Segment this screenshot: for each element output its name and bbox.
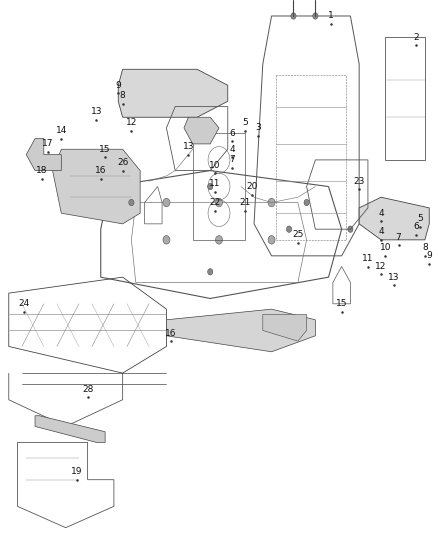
Text: 7: 7 — [396, 233, 402, 241]
Polygon shape — [35, 416, 105, 442]
Polygon shape — [184, 117, 219, 144]
Text: 15: 15 — [99, 145, 111, 154]
Text: 18: 18 — [36, 166, 47, 175]
Text: 4: 4 — [378, 209, 384, 217]
Text: 13: 13 — [91, 108, 102, 116]
Text: 1: 1 — [328, 12, 334, 20]
Text: 20: 20 — [246, 182, 258, 191]
Circle shape — [313, 13, 318, 19]
Text: 12: 12 — [126, 118, 137, 127]
Circle shape — [286, 226, 292, 232]
Text: 23: 23 — [353, 177, 365, 185]
Text: 3: 3 — [255, 124, 261, 132]
Text: 13: 13 — [389, 273, 400, 281]
Circle shape — [163, 198, 170, 207]
Circle shape — [215, 236, 223, 244]
Text: 12: 12 — [375, 262, 387, 271]
Circle shape — [129, 199, 134, 206]
Text: 28: 28 — [82, 385, 93, 393]
Text: 16: 16 — [165, 329, 177, 337]
Text: 7: 7 — [229, 156, 235, 164]
Text: 10: 10 — [209, 161, 220, 169]
Text: 25: 25 — [292, 230, 304, 239]
Polygon shape — [166, 309, 315, 352]
Circle shape — [304, 199, 309, 206]
Circle shape — [163, 236, 170, 244]
Circle shape — [208, 183, 213, 190]
Text: 24: 24 — [18, 300, 30, 308]
Circle shape — [291, 13, 296, 19]
Text: 4: 4 — [230, 145, 235, 154]
Text: 9: 9 — [115, 81, 121, 90]
Polygon shape — [118, 69, 228, 117]
Text: 21: 21 — [240, 198, 251, 207]
Text: 13: 13 — [183, 142, 194, 151]
Circle shape — [215, 198, 223, 207]
Text: 8: 8 — [120, 92, 126, 100]
Circle shape — [268, 198, 275, 207]
Text: 8: 8 — [422, 244, 428, 252]
Text: 2: 2 — [413, 33, 419, 42]
Text: 16: 16 — [95, 166, 106, 175]
Text: 26: 26 — [117, 158, 128, 167]
Text: 5: 5 — [417, 214, 424, 223]
Text: 10: 10 — [380, 244, 391, 252]
Text: 11: 11 — [362, 254, 374, 263]
Text: 17: 17 — [42, 140, 54, 148]
Polygon shape — [359, 197, 429, 240]
Polygon shape — [53, 149, 140, 224]
Text: 19: 19 — [71, 467, 82, 476]
Polygon shape — [26, 139, 61, 171]
Text: 15: 15 — [336, 300, 347, 308]
Circle shape — [208, 269, 213, 275]
Polygon shape — [263, 314, 307, 341]
Text: 5: 5 — [242, 118, 248, 127]
Text: 6: 6 — [413, 222, 419, 231]
Text: 9: 9 — [426, 252, 432, 260]
Text: 22: 22 — [209, 198, 220, 207]
Text: 6: 6 — [229, 129, 235, 138]
Text: 4: 4 — [378, 228, 384, 236]
Circle shape — [348, 226, 353, 232]
Text: 14: 14 — [56, 126, 67, 135]
Circle shape — [268, 236, 275, 244]
Text: 11: 11 — [209, 180, 220, 188]
